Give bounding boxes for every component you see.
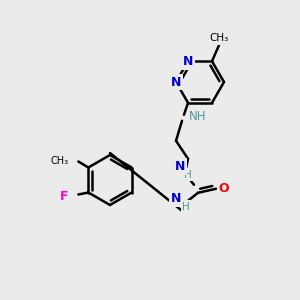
Text: N: N [171, 192, 181, 205]
Text: H: H [184, 170, 192, 180]
Text: N: N [175, 160, 185, 173]
Text: O: O [219, 182, 229, 195]
Text: F: F [60, 190, 68, 203]
Text: CH₃: CH₃ [209, 33, 229, 43]
Text: N: N [171, 76, 181, 88]
Text: NH: NH [189, 110, 207, 123]
Text: N: N [183, 55, 193, 68]
Text: H: H [182, 202, 190, 212]
Text: CH₃: CH₃ [50, 157, 68, 166]
